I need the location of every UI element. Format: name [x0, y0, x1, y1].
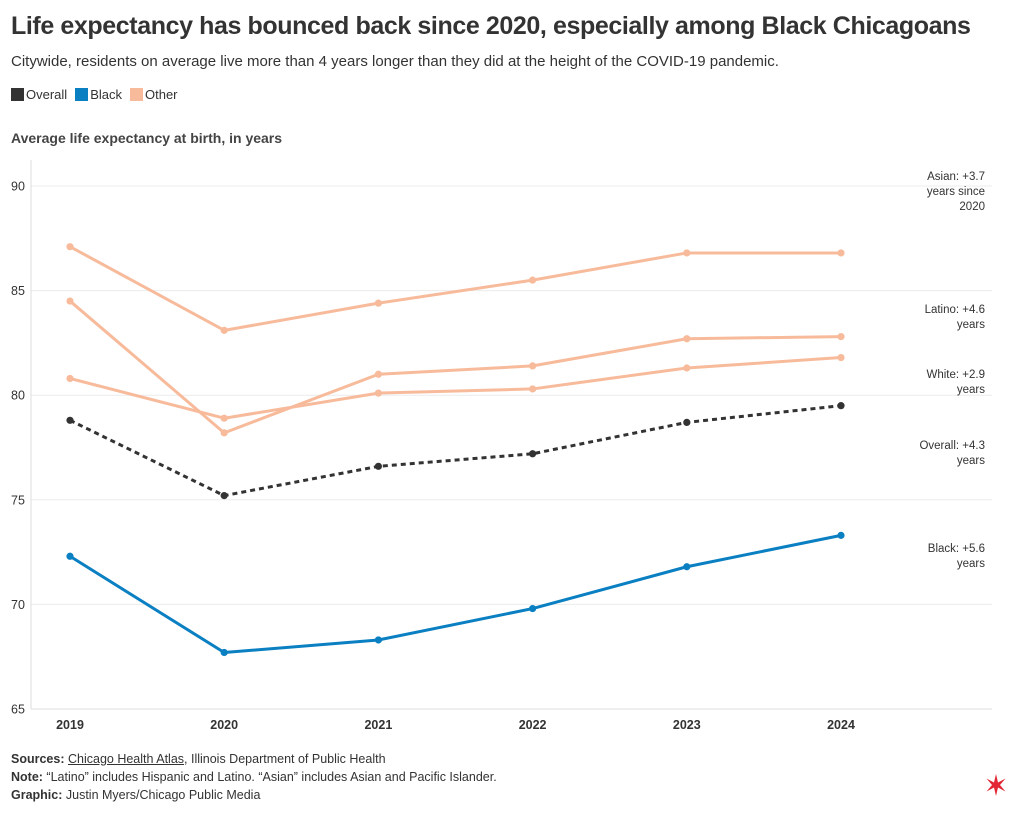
legend-item-overall[interactable]: Overall [11, 87, 67, 102]
data-point-black-2019 [66, 552, 74, 560]
data-point-asian-2024 [837, 249, 845, 257]
x-tick-label-2021: 2021 [364, 718, 392, 732]
data-point-overall-2024 [837, 402, 845, 410]
footer-graphic: Graphic: Justin Myers/Chicago Public Med… [11, 786, 497, 804]
line-chart: 65 70 75 80 85 90 2019 2020 2021 2022 2023 2024 Asia… [11, 160, 992, 732]
graphic-text: Justin Myers/Chicago Public Media [62, 788, 261, 802]
x-tick-label-2019: 2019 [56, 718, 84, 732]
annotation-white-line-1: years [957, 384, 985, 396]
data-point-latino-2019 [66, 297, 74, 305]
annotation-asian: Asian: +3.7 years since 2020 [927, 171, 985, 213]
y-tick-label-65: 65 [11, 703, 25, 717]
annotation-overall-line-1: years [957, 455, 985, 467]
annotation-overall: Overall: +4.3 years [919, 440, 985, 467]
series-line-black [68, 533, 843, 655]
graphic-label: Graphic: [11, 788, 63, 802]
annotation-white: White: +2.9 years [927, 369, 986, 396]
data-point-latino-2023 [683, 335, 691, 343]
data-point-latino-2021 [374, 370, 382, 378]
note-text: “Latino” includes Hispanic and Latino. “… [42, 770, 497, 784]
series-line-latino [68, 299, 843, 435]
annotation-black: Black: +5.6 years [928, 543, 985, 570]
annotation-asian-line-2: 2020 [959, 201, 985, 213]
data-point-latino-2022 [529, 362, 537, 370]
annotation-black-line-0: Black: +5.6 [928, 543, 985, 555]
legend-label-black: Black [90, 87, 122, 102]
annotation-white-line-0: White: +2.9 [927, 369, 986, 381]
legend-swatch-black [75, 88, 89, 101]
footer: Sources: Chicago Health Atlas, Illinois … [11, 750, 497, 804]
data-point-asian-2019 [66, 243, 74, 251]
series-line-asian [68, 245, 843, 332]
legend: Overall Black Other [11, 87, 178, 102]
annotation-latino-line-0: Latino: +4.6 [925, 304, 985, 316]
x-tick-label-2020: 2020 [210, 718, 238, 732]
data-point-latino-2020 [220, 429, 228, 437]
sources-link[interactable]: Chicago Health Atlas [67, 752, 185, 766]
data-point-overall-2019 [66, 416, 74, 424]
data-point-overall-2022 [529, 450, 537, 458]
data-point-black-2024 [837, 531, 845, 539]
note-label: Note: [11, 770, 43, 784]
annotation-latino: Latino: +4.6 years [925, 304, 986, 331]
footer-sources: Sources: Chicago Health Atlas, Illinois … [11, 750, 497, 768]
data-point-white-2019 [66, 374, 74, 383]
y-tick-label-90: 90 [11, 180, 25, 194]
y-tick-label-75: 75 [11, 493, 25, 507]
data-point-asian-2020 [220, 326, 228, 334]
annotation-overall-line-0: Overall: +4.3 [919, 440, 985, 452]
y-tick-label-80: 80 [11, 389, 25, 403]
annotation-black-line-1: years [957, 558, 985, 570]
chart-heading: Average life expectancy at birth, in yea… [11, 130, 283, 146]
y-tick-label-85: 85 [11, 284, 25, 298]
legend-item-other[interactable]: Other [129, 87, 178, 102]
data-point-asian-2022 [529, 276, 537, 284]
annotation-asian-line-1: years since [927, 186, 985, 198]
data-point-black-2021 [374, 636, 382, 644]
legend-item-black[interactable]: Black [75, 87, 122, 102]
data-point-black-2023 [683, 563, 691, 571]
sources-rest: , Illinois Department of Public Health [184, 752, 386, 766]
chart-subtitle: Citywide, residents on average live more… [11, 53, 779, 70]
annotation-latino-line-1: years [957, 319, 985, 331]
data-point-black-2020 [220, 648, 228, 657]
legend-swatch-other [129, 88, 143, 101]
chart-title: Life expectancy has bounced back since 2… [11, 12, 971, 40]
data-point-white-2021 [374, 389, 382, 397]
sources-label: Sources: [11, 752, 65, 766]
data-point-asian-2021 [374, 299, 382, 307]
x-tick-label-2023: 2023 [673, 718, 701, 732]
data-point-overall-2020 [220, 492, 228, 500]
chicago-star-icon [986, 774, 1006, 796]
data-point-white-2022 [529, 385, 537, 393]
series-line-white [68, 356, 843, 420]
legend-swatch-overall [11, 88, 24, 101]
x-tick-label-2024: 2024 [827, 718, 855, 732]
legend-label-other: Other [144, 87, 178, 102]
series-line-overall [69, 404, 842, 498]
y-tick-label-70: 70 [11, 598, 25, 612]
data-point-overall-2023 [683, 418, 691, 426]
data-point-white-2020 [220, 414, 228, 422]
legend-label-overall: Overall [26, 87, 68, 102]
x-tick-label-2022: 2022 [519, 718, 547, 732]
annotation-asian-line-0: Asian: +3.7 [927, 171, 985, 183]
data-point-overall-2021 [374, 462, 382, 470]
data-point-white-2023 [683, 364, 691, 372]
data-point-white-2024 [837, 353, 845, 362]
data-point-black-2022 [529, 604, 537, 613]
data-point-asian-2023 [683, 249, 691, 257]
data-point-latino-2024 [837, 333, 845, 341]
footer-note: Note: “Latino” includes Hispanic and Lat… [11, 768, 497, 786]
